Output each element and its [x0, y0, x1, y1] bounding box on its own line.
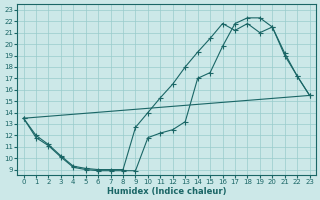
X-axis label: Humidex (Indice chaleur): Humidex (Indice chaleur): [107, 187, 226, 196]
